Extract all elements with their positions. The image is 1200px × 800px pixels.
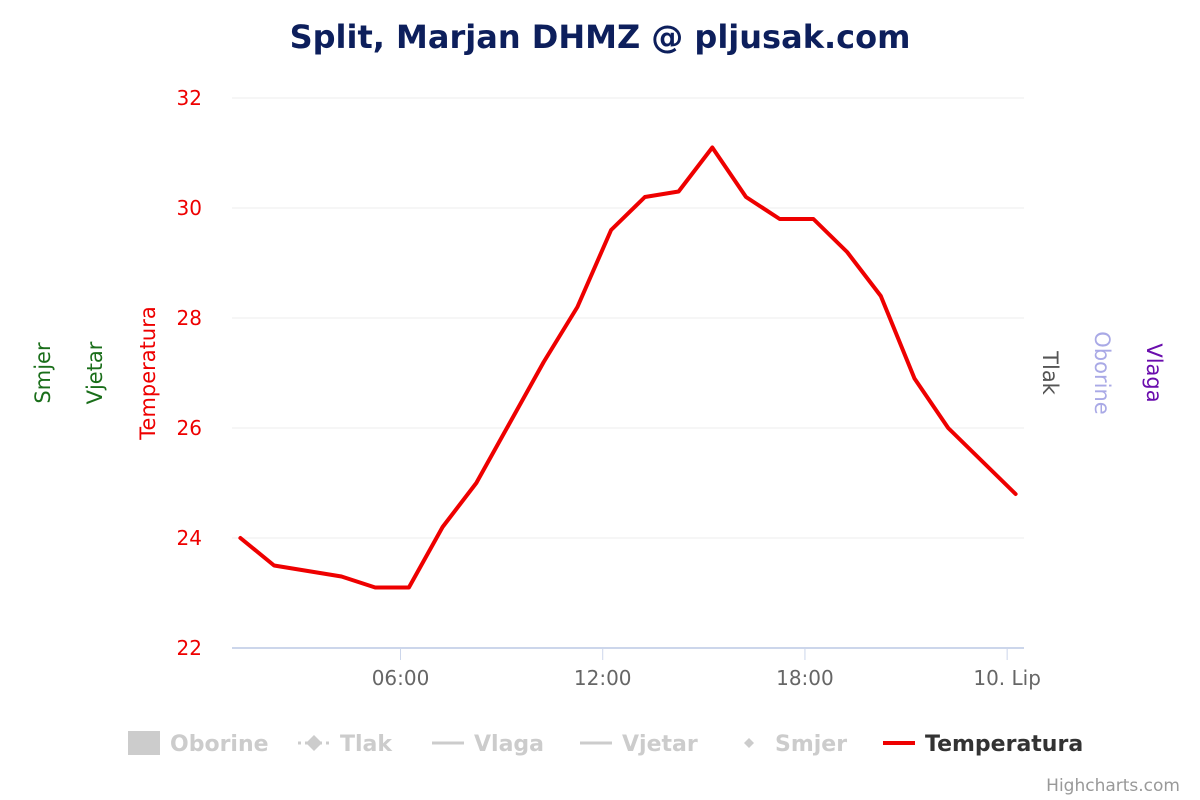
diamond-icon: [306, 735, 322, 751]
y-tick-label: 26: [177, 416, 202, 440]
data-point[interactable]: [339, 574, 344, 579]
y-axis-title-tlak: Tlak: [1038, 350, 1062, 396]
data-point[interactable]: [474, 481, 479, 486]
y-axis-temperature: 22 24 26 28 30 32: [177, 86, 202, 660]
chart-title: Split, Marjan DHMZ @ pljusak.com: [290, 18, 911, 56]
legend: Oborine Tlak Vlaga Vjetar Smjer Temperat…: [128, 731, 1083, 757]
y-axis-title-temperatura: Temperatura: [136, 306, 160, 440]
data-point[interactable]: [743, 195, 748, 200]
series-temperatura: [238, 145, 1018, 590]
legend-label-temperatura: Temperatura: [925, 732, 1083, 757]
y-axis-title-vlaga: Vlaga: [1142, 343, 1166, 402]
grid-lines: [232, 97, 1024, 539]
data-point[interactable]: [710, 145, 715, 150]
data-point[interactable]: [912, 376, 917, 381]
data-point[interactable]: [238, 536, 243, 541]
data-point[interactable]: [373, 585, 378, 590]
y-tick-label: 28: [177, 306, 202, 330]
data-point[interactable]: [406, 585, 411, 590]
data-point[interactable]: [642, 195, 647, 200]
legend-label-vlaga: Vlaga: [474, 732, 544, 757]
x-tick-label: 12:00: [574, 666, 632, 690]
y-axis-title-vjetar: Vjetar: [83, 341, 107, 404]
data-point[interactable]: [845, 250, 850, 255]
y-tick-label: 30: [177, 196, 202, 220]
data-point[interactable]: [541, 360, 546, 365]
legend-label-smjer: Smjer: [775, 732, 847, 757]
data-point[interactable]: [440, 525, 445, 530]
legend-item-smjer[interactable]: Smjer: [744, 732, 847, 757]
x-axis: 06:00 12:00 18:00 10. Lip: [232, 647, 1041, 690]
legend-item-oborine[interactable]: Oborine: [128, 731, 269, 757]
data-point[interactable]: [1013, 492, 1018, 497]
data-point[interactable]: [946, 426, 951, 431]
x-tick-label: 18:00: [776, 666, 834, 690]
legend-item-temperatura[interactable]: Temperatura: [883, 732, 1083, 757]
y-axis-title-smjer: Smjer: [31, 342, 55, 404]
data-point[interactable]: [676, 189, 681, 194]
data-point[interactable]: [878, 294, 883, 299]
series-line-temperatura[interactable]: [238, 145, 1018, 590]
data-point[interactable]: [777, 217, 782, 222]
legend-label-tlak: Tlak: [340, 732, 393, 757]
data-point[interactable]: [979, 459, 984, 464]
data-point[interactable]: [272, 563, 277, 568]
y-tick-label: 24: [177, 526, 202, 550]
data-point[interactable]: [609, 228, 614, 233]
x-tick-label: 06:00: [372, 666, 430, 690]
legend-label-vjetar: Vjetar: [622, 732, 698, 757]
data-point[interactable]: [575, 305, 580, 310]
y-tick-label: 22: [177, 636, 202, 660]
data-point[interactable]: [811, 217, 816, 222]
y-tick-label: 32: [177, 86, 202, 110]
legend-item-vlaga[interactable]: Vlaga: [432, 732, 544, 757]
legend-item-vjetar[interactable]: Vjetar: [580, 732, 698, 757]
diamond-icon: [744, 738, 754, 748]
highcharts-credit[interactable]: Highcharts.com: [1046, 776, 1180, 796]
legend-label-oborine: Oborine: [170, 732, 269, 757]
legend-item-tlak[interactable]: Tlak: [298, 732, 393, 757]
data-point[interactable]: [508, 420, 513, 425]
x-tick-label: 10. Lip: [973, 666, 1041, 690]
bar-icon: [128, 731, 160, 755]
data-point[interactable]: [305, 569, 310, 574]
y-axis-title-oborine: Oborine: [1090, 331, 1114, 414]
